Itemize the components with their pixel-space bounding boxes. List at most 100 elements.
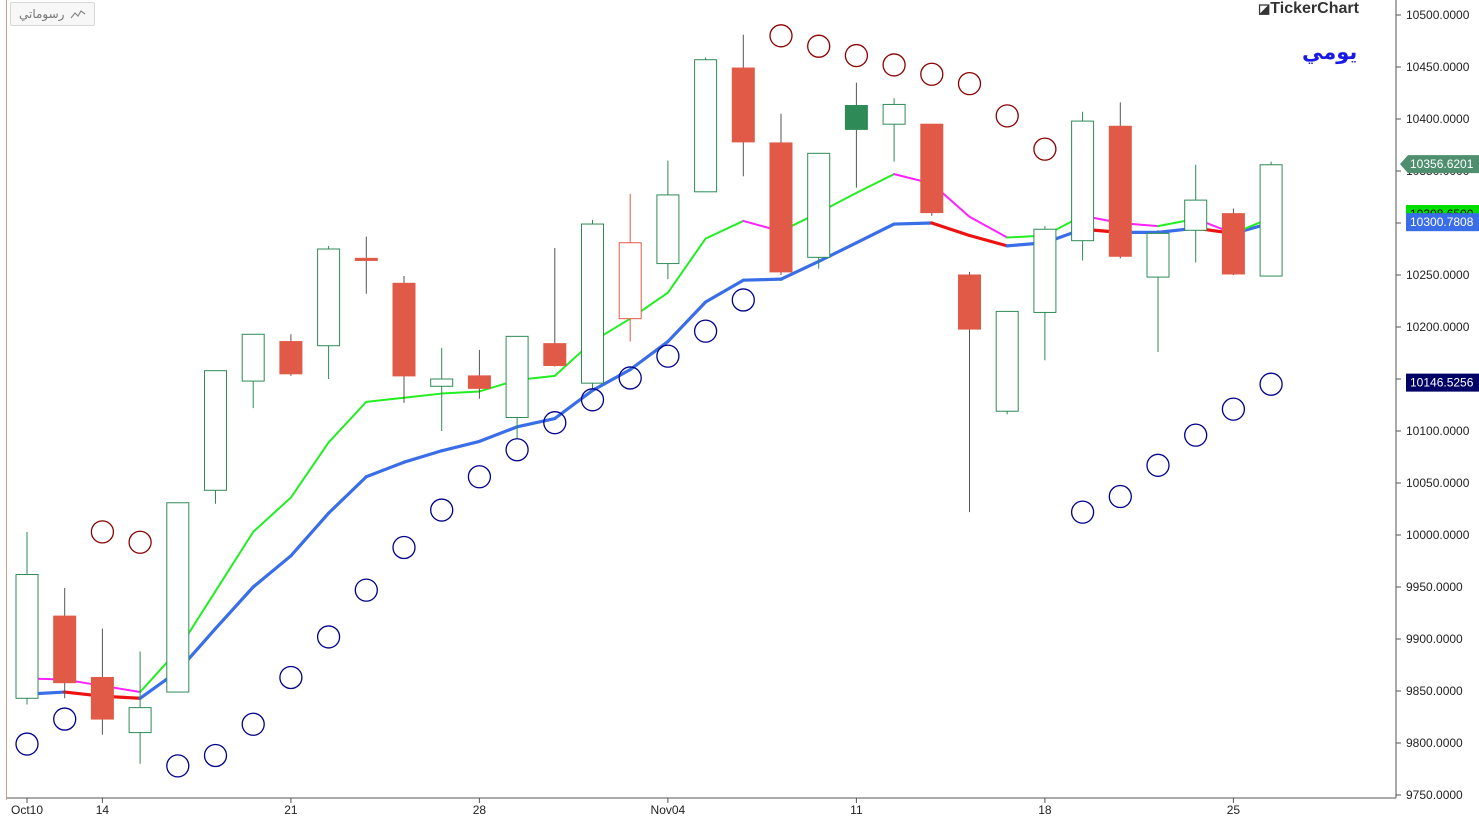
ema-slow-segment bbox=[515, 416, 557, 429]
x-tick-label: 28 bbox=[473, 803, 487, 817]
candle bbox=[1108, 102, 1132, 259]
candle-body bbox=[769, 142, 793, 273]
candle bbox=[618, 193, 642, 342]
candle-body bbox=[90, 676, 114, 720]
brand-icon: ◪ bbox=[1258, 1, 1271, 16]
ema-slow-segment bbox=[477, 425, 519, 443]
candle bbox=[1071, 111, 1095, 261]
ema-slow-segment bbox=[817, 241, 859, 264]
candle bbox=[807, 152, 831, 269]
sar-dot bbox=[1070, 500, 1095, 524]
candle-body bbox=[543, 343, 567, 366]
sar-dot bbox=[656, 344, 680, 368]
candle bbox=[241, 333, 265, 409]
sar-dot bbox=[241, 712, 265, 736]
sar-dot bbox=[580, 388, 605, 412]
ema-slow-segment bbox=[628, 339, 670, 372]
line-chart-icon bbox=[71, 10, 86, 19]
sar-dot bbox=[354, 578, 378, 602]
candle-body bbox=[958, 274, 981, 330]
candle bbox=[90, 628, 114, 735]
ema-slow-segment bbox=[892, 221, 934, 226]
ema-fast-segment bbox=[214, 530, 255, 593]
candle bbox=[543, 247, 567, 367]
candle-body bbox=[241, 333, 265, 382]
ema-slow-segment bbox=[741, 277, 783, 282]
candle-body bbox=[166, 502, 190, 693]
candle-body bbox=[128, 707, 152, 734]
sar-dot bbox=[543, 411, 567, 435]
candle-body bbox=[505, 335, 529, 418]
candle-body bbox=[1033, 228, 1057, 313]
ema-slow-segment bbox=[327, 475, 368, 515]
price-tag-label: 10146.5256 bbox=[1410, 376, 1474, 390]
y-tick-label: 10000.0000 bbox=[1406, 528, 1470, 542]
sar-dot bbox=[769, 24, 793, 48]
x-tick-label: 14 bbox=[96, 803, 110, 817]
price-tag: 10300.7808 bbox=[1406, 213, 1479, 232]
ema-slow-segment bbox=[854, 222, 896, 245]
sar-dot bbox=[957, 71, 982, 96]
y-tick-label: 9800.0000 bbox=[1406, 736, 1463, 750]
candle bbox=[467, 349, 491, 399]
sar-dot bbox=[882, 53, 906, 77]
y-tick-label: 10450.0000 bbox=[1406, 60, 1470, 74]
candle bbox=[1184, 164, 1208, 263]
drawings-label: رسوماتي bbox=[19, 7, 65, 21]
sar-dot bbox=[1146, 453, 1170, 477]
candle bbox=[656, 160, 680, 280]
brand-logo: ◪TickerChart bbox=[1258, 0, 1359, 18]
candle-body bbox=[392, 282, 416, 377]
sar-dot bbox=[995, 104, 1019, 128]
y-tick-label: 10050.0000 bbox=[1406, 476, 1470, 490]
candle-body bbox=[354, 257, 378, 261]
candle bbox=[581, 219, 604, 389]
candle bbox=[279, 334, 303, 376]
ema-fast-segment bbox=[289, 441, 330, 499]
candle bbox=[505, 335, 529, 439]
sar-dot bbox=[807, 34, 831, 58]
x-tick-label: 18 bbox=[1038, 803, 1052, 817]
my-drawings-button[interactable]: رسوماتي bbox=[10, 2, 96, 26]
price-tag-label: 10300.7808 bbox=[1410, 215, 1474, 229]
y-tick-label: 10200.0000 bbox=[1406, 320, 1470, 334]
ema-fast-segment bbox=[252, 496, 292, 533]
candle bbox=[958, 271, 981, 513]
ema-slow-segment bbox=[967, 233, 1009, 248]
ema-fast-segment bbox=[666, 237, 707, 294]
candle-body bbox=[656, 194, 680, 265]
ema-slow-segment bbox=[779, 259, 821, 281]
x-tick-label: 25 bbox=[1227, 803, 1241, 817]
ema-slow-segment bbox=[666, 300, 708, 344]
candle bbox=[128, 651, 152, 764]
candle bbox=[392, 276, 416, 403]
candle bbox=[920, 123, 944, 216]
y-tick-label: 9950.0000 bbox=[1406, 580, 1463, 594]
sar-dot bbox=[693, 319, 718, 343]
candle-body bbox=[1071, 120, 1095, 242]
sar-dot bbox=[430, 498, 454, 522]
sar-dot bbox=[128, 530, 152, 554]
candle bbox=[694, 57, 718, 193]
ema-slow-segment bbox=[440, 439, 481, 453]
candle bbox=[1033, 226, 1057, 361]
y-tick-label: 9750.0000 bbox=[1406, 788, 1463, 802]
candle bbox=[995, 310, 1019, 415]
price-tag-bg bbox=[1406, 213, 1479, 232]
ema-slow-segment bbox=[251, 554, 293, 589]
sar-dot bbox=[1259, 372, 1283, 396]
candle-body bbox=[317, 248, 341, 347]
sar-dot bbox=[53, 707, 77, 731]
candle-body bbox=[1146, 232, 1170, 278]
y-tick-label: 9850.0000 bbox=[1406, 684, 1463, 698]
sar-dot bbox=[316, 625, 341, 649]
y-tick-label: 9900.0000 bbox=[1406, 632, 1463, 646]
candle bbox=[166, 502, 190, 693]
ema-slow-segment bbox=[364, 460, 406, 479]
ema-slow-segment bbox=[553, 388, 595, 421]
x-tick-label: Oct10 bbox=[11, 803, 43, 817]
candle bbox=[1146, 230, 1170, 352]
candle-body bbox=[995, 310, 1019, 412]
sar-dot bbox=[15, 732, 39, 756]
